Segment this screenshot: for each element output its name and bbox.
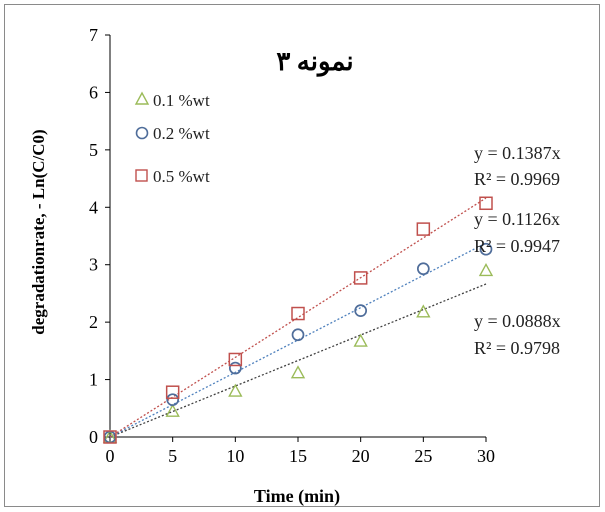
- marker-triangle-series-0: [478, 262, 494, 277]
- r2-0.2wt: R² = 0.9947: [474, 236, 560, 256]
- x-axis-title: Time (min): [254, 486, 340, 507]
- y-axis-title: degradationrate, - Ln(C/C0): [29, 129, 48, 334]
- r2-0.1wt: R² = 0.9798: [474, 338, 560, 358]
- legend-item-0.2wt: 0.2 %wt: [135, 124, 210, 143]
- x-tick-label: 25: [414, 446, 432, 466]
- marker-triangle-series-0: [290, 365, 306, 379]
- x-tick-label: 15: [289, 446, 307, 466]
- legend-label: 0.5 %wt: [153, 167, 210, 186]
- legend-circle-marker: [135, 126, 149, 140]
- legend-triangle-marker: [134, 91, 150, 105]
- marker-circle-series-1: [166, 393, 180, 407]
- marker-circle-series-1: [228, 361, 242, 375]
- marker-triangle-series-0: [416, 304, 431, 318]
- x-tick-label: 20: [352, 446, 370, 466]
- marker-square-series-2: [479, 196, 493, 211]
- legend-item-0.5wt: 0.5 %wt: [135, 167, 210, 186]
- y-tick-label: 1: [89, 370, 98, 390]
- marker-square-series-2: [416, 222, 431, 236]
- axes: 0 1 2 3 4 5 6 7 0 5 10 15 20 25 30: [89, 25, 495, 466]
- x-tick-label: 0: [106, 446, 115, 466]
- marker-triangle-series-0: [353, 333, 368, 347]
- x-tick-label: 10: [226, 446, 244, 466]
- marker-square-series-2: [353, 271, 368, 285]
- marker-circle-series-1: [354, 304, 368, 318]
- equation-0.2wt: y = 0.1126x: [474, 209, 560, 229]
- y-tick-label: 2: [89, 312, 98, 332]
- equation-0.1wt: y = 0.0888x: [474, 311, 561, 331]
- trendline-series-1: [109, 242, 487, 438]
- chart-title: نمونه ۳: [276, 47, 353, 77]
- marker-triangle-series-0: [228, 383, 243, 397]
- data-markers: [102, 196, 494, 444]
- equation-0.5wt: y = 0.1387x: [474, 143, 561, 163]
- marker-square-series-2: [291, 306, 305, 321]
- y-tick-label: 5: [89, 140, 98, 160]
- marker-square-series-2: [165, 385, 180, 399]
- trendline-equations: y = 0.1387x R² = 0.9969 y = 0.1126x R² =…: [474, 143, 561, 358]
- marker-square-series-2: [228, 352, 243, 367]
- legend-label: 0.1 %wt: [153, 91, 210, 110]
- x-tick-label: 30: [477, 446, 495, 466]
- chart-frame: [4, 4, 600, 507]
- y-tick-label: 3: [89, 255, 98, 275]
- x-tick-label: 5: [168, 446, 177, 466]
- legend-square-marker: [135, 169, 148, 182]
- y-tick-label: 4: [89, 197, 98, 217]
- trendlines: [109, 197, 487, 438]
- marker-circle-series-1: [479, 242, 493, 256]
- legend-label: 0.2 %wt: [153, 124, 210, 143]
- y-tick-label: 0: [89, 427, 98, 447]
- r2-0.5wt: R² = 0.9969: [474, 169, 560, 189]
- legend: 0.1 %wt 0.2 %wt 0.5 %wt: [134, 91, 210, 186]
- marker-square-series-2: [103, 430, 117, 444]
- legend-item-0.1wt: 0.1 %wt: [134, 91, 210, 110]
- y-tick-label: 7: [89, 25, 98, 45]
- marker-triangle-series-0: [165, 403, 180, 417]
- marker-circle-series-1: [291, 328, 305, 342]
- marker-circle-series-1: [416, 262, 430, 276]
- y-tick-label: 6: [89, 82, 98, 102]
